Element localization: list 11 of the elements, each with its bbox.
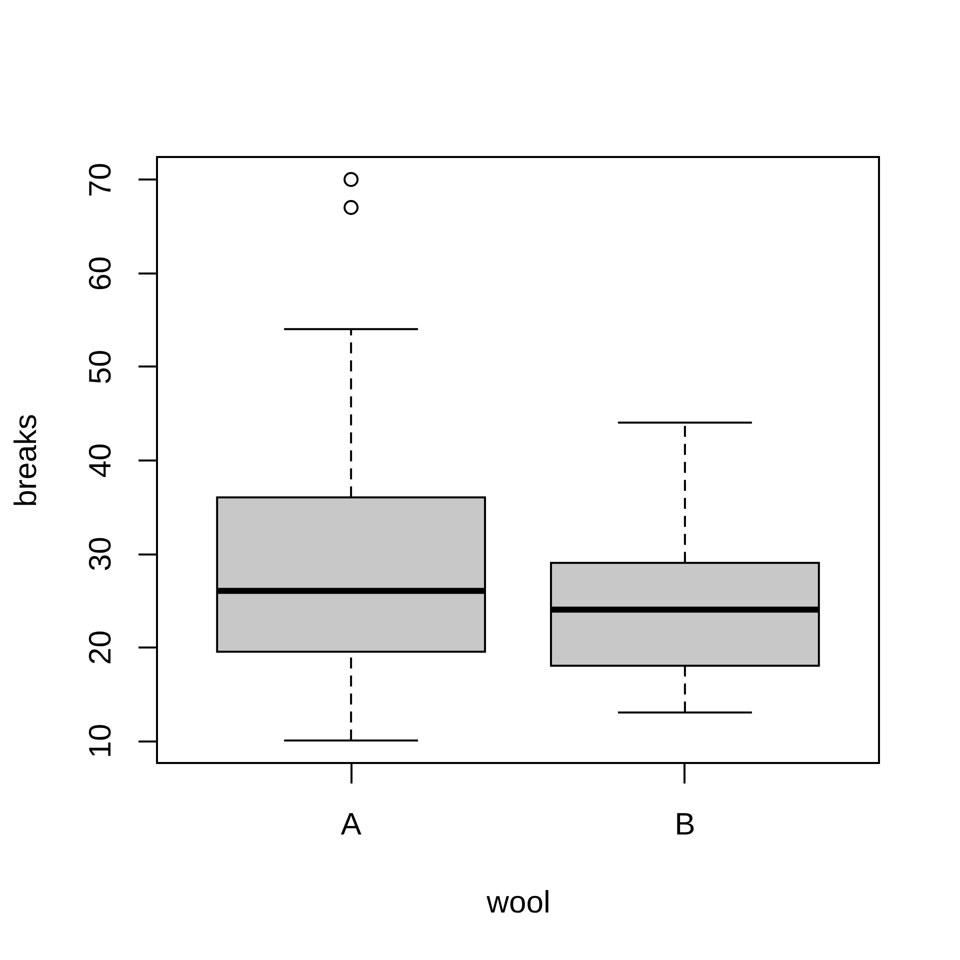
x-axis-title: wool [486, 884, 550, 920]
x-tick-label: A [340, 806, 362, 842]
y-tick-label: 40 [82, 443, 118, 478]
y-tick-label: 10 [82, 724, 118, 758]
y-tick-label: 20 [82, 630, 118, 665]
y-axis-title: breaks [8, 414, 43, 508]
y-tick-label: 50 [82, 350, 118, 384]
y-tick-label: 70 [82, 162, 118, 198]
y-tick-label: 30 [82, 536, 118, 572]
x-tick-label: B [674, 806, 696, 842]
y-tick-label: 60 [82, 256, 118, 291]
